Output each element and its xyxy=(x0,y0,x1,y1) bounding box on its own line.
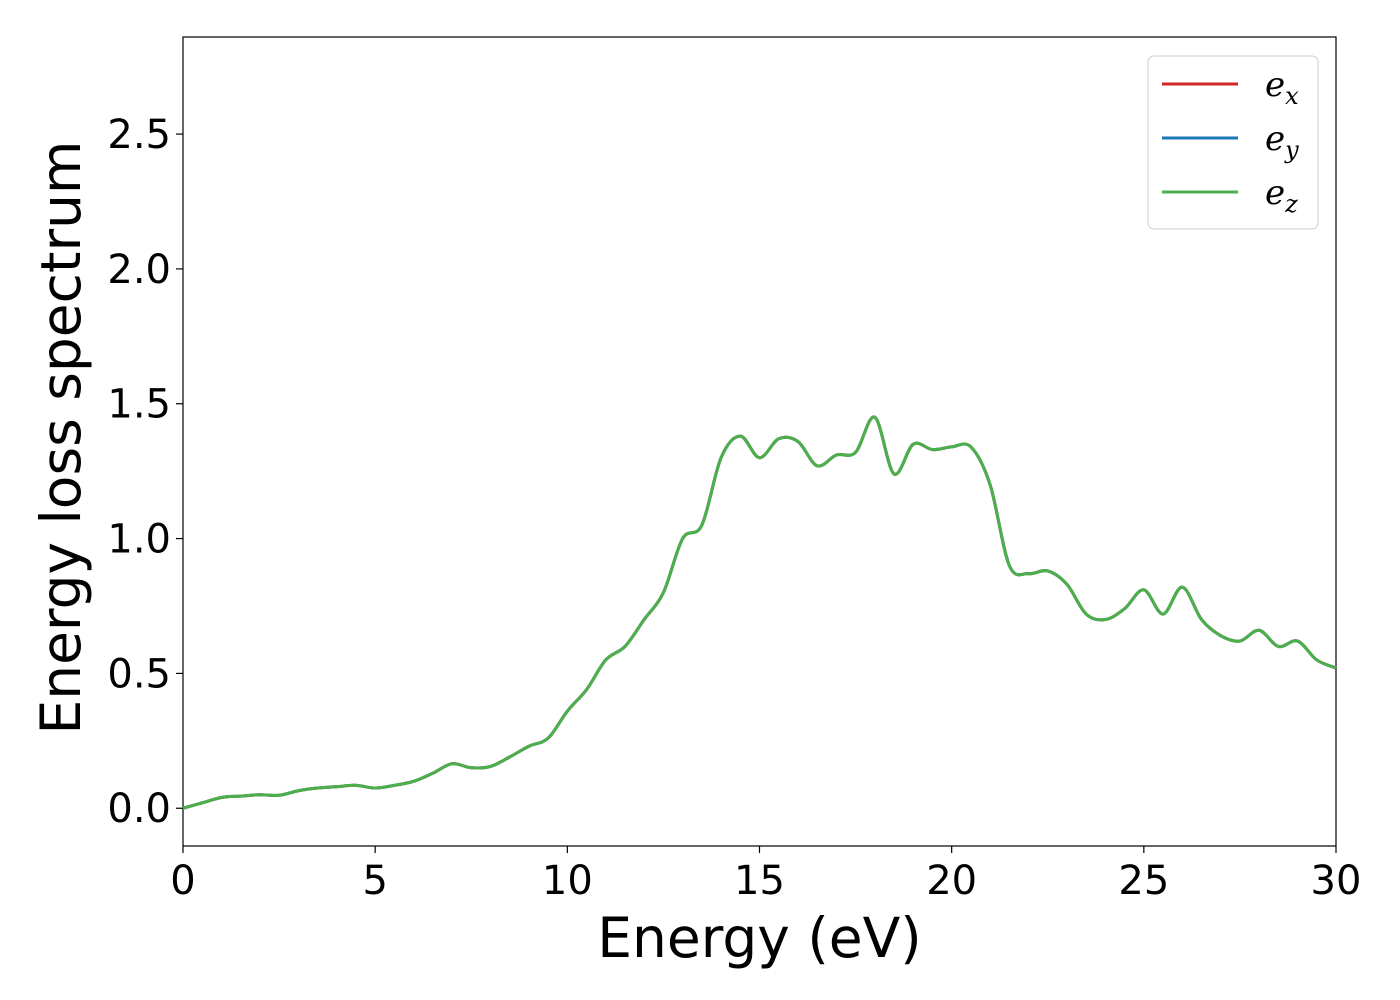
x-axis-label: Energy (eV) xyxy=(597,906,921,970)
legend-label-ey: ey xyxy=(1265,119,1299,164)
legend: ex ey ez xyxy=(1147,55,1319,230)
y-tick-label: 1.5 xyxy=(107,382,171,428)
x-tick-label: 10 xyxy=(542,858,593,904)
series-layer xyxy=(182,415,1337,810)
legend-box xyxy=(1147,55,1319,230)
legend-label-ex: ex xyxy=(1265,65,1299,110)
x-tick-label: 5 xyxy=(362,858,387,904)
x-tick-label: 15 xyxy=(734,858,785,904)
legend-label-ez: ez xyxy=(1265,173,1298,218)
y-tick-label: 1.0 xyxy=(107,517,171,563)
y-axis-label: Energy loss spectrum xyxy=(29,140,93,734)
y-tick-label: 2.5 xyxy=(107,112,171,158)
y-tick-label: 0.5 xyxy=(107,651,171,697)
plot-area: 0 5 10 15 20 25 30 0.0 0.5 1.0 1.5 2.0 2.5 xyxy=(107,36,1361,904)
series-line-ez xyxy=(182,415,1337,810)
ticks-layer: 0 5 10 15 20 25 30 0.0 0.5 1.0 1.5 2.0 2.5 xyxy=(107,112,1361,904)
y-tick-label: 0.0 xyxy=(107,786,171,832)
x-tick-label: 30 xyxy=(1311,858,1362,904)
x-tick-label: 20 xyxy=(926,858,977,904)
x-tick-label: 25 xyxy=(1118,858,1169,904)
x-tick-label: 0 xyxy=(170,858,195,904)
y-tick-label: 2.0 xyxy=(107,247,171,293)
